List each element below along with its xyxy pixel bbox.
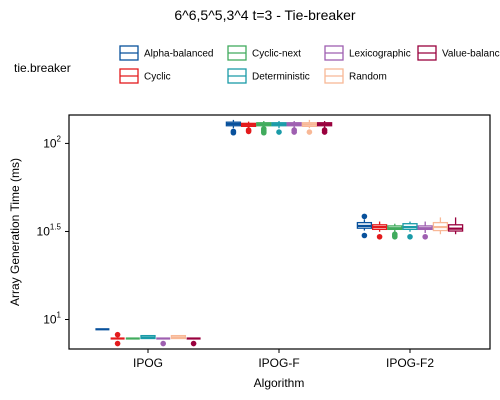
box-outlier [361,232,368,239]
box-outlier [361,213,368,220]
y-tick-label: 102 [43,134,61,150]
boxplot-marks [95,119,464,347]
box-outlier [114,340,121,347]
x-tick-label: IPOG-F2 [386,356,434,370]
box-outlier [230,128,237,135]
box-outlier [291,127,298,133]
plot-frame [68,114,491,350]
legend-label: Cyclic-next [252,49,301,60]
legend-item: Alpha-balanced [119,45,214,61]
y-axis-label: Array Generation Time (ms) [8,158,22,306]
legend-label: Deterministic [252,72,310,83]
legend-item: Lexicographic [324,45,411,61]
y-axis-ticks: 101 101.5 102 [37,134,69,327]
box-outlier [392,231,398,238]
box-outlier [245,127,252,133]
series-group [170,119,449,340]
box-outlier [114,331,121,338]
series-group [140,121,418,340]
legend-item: Cyclic-next [227,45,301,61]
y-tick-label: 101 [43,311,61,327]
legend-item: Deterministic [227,68,310,84]
series-group [110,121,388,347]
x-axis-ticks: IPOG IPOG-F IPOG-F2 [133,349,434,370]
x-tick-label: IPOG [133,356,163,370]
plot-area: 101 101.5 102 IPOG IPOG-F IPOG-F2 [37,114,491,370]
box-outlier [190,340,197,347]
box-outlier [407,233,413,240]
box-outlier [306,129,313,135]
series-group [95,119,373,331]
legend-label: Lexicographic [349,49,411,60]
legend-label: Random [349,72,387,83]
legend-label: Value-balanced [442,49,500,60]
chart-title: 6^6,5^5,3^4 t=3 - Tie-breaker [174,7,356,23]
box-outlier [261,126,267,132]
legend-title: tie.breaker [14,61,71,75]
legend-label: Cyclic [144,72,171,83]
legend-items: Alpha-balanced Cyclic Cyclic-next Determini… [119,45,500,84]
box-outlier [321,127,328,133]
x-axis-label: Algorithm [254,376,305,390]
x-tick-label: IPOG-F [258,356,299,370]
legend-item: Cyclic [119,68,171,84]
box-outlier [376,233,383,240]
series-group [125,121,403,340]
legend-item: Value-balanced [417,45,500,61]
legend-label: Alpha-balanced [144,49,214,60]
series-group [156,121,433,347]
box-outlier [160,340,166,347]
box-outlier [276,129,282,135]
legend: tie.breaker Alpha-balanced Cyclic Cyclic-n… [14,45,500,84]
box-outlier [422,233,429,240]
y-tick-label: 101.5 [37,222,62,238]
series-group [186,121,464,347]
legend-item: Random [324,68,387,84]
